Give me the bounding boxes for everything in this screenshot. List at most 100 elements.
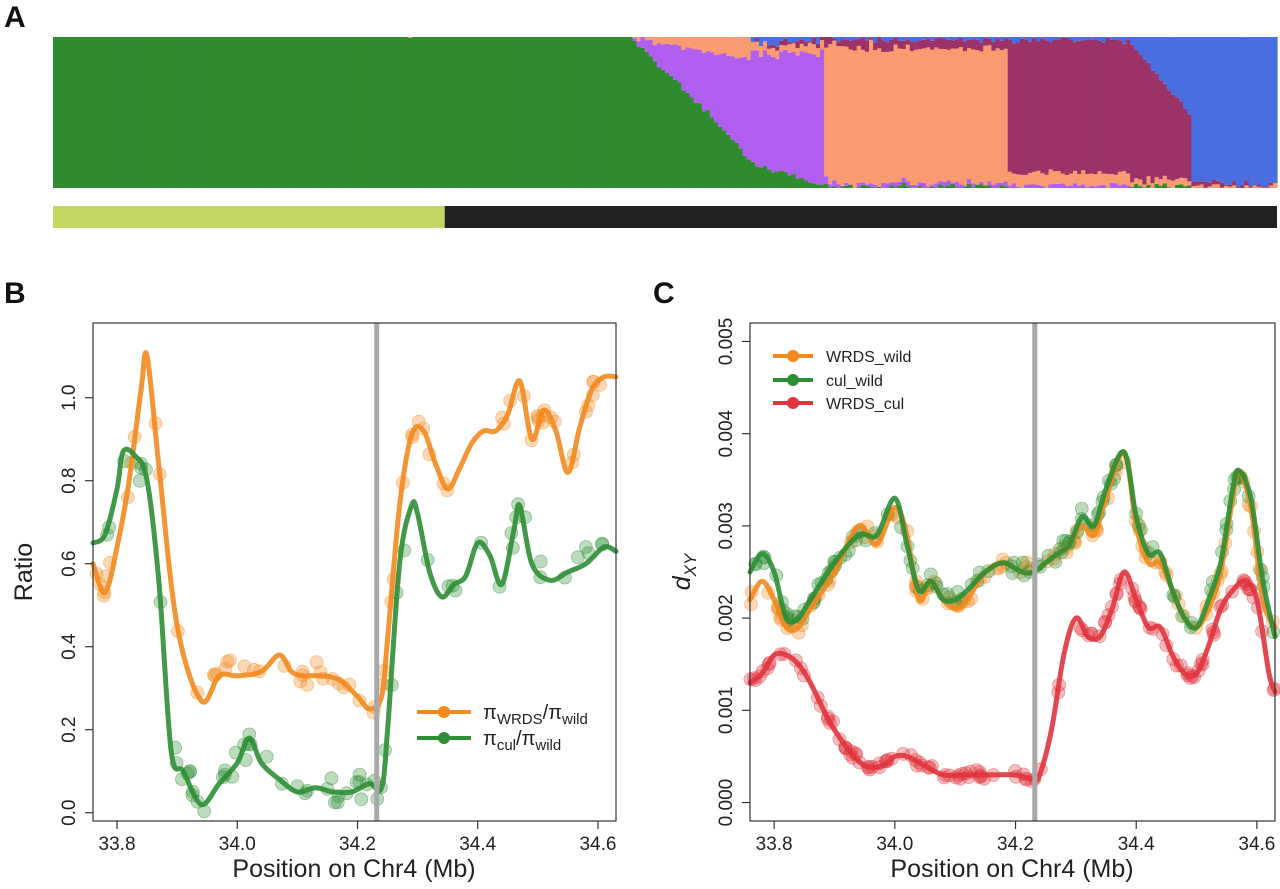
c-ytick-label: 0.001 <box>716 687 737 735</box>
ancestry-bar <box>1179 177 1184 185</box>
ancestry-bar <box>767 48 772 56</box>
ancestry-bar <box>1105 37 1111 38</box>
ancestry-bar <box>1187 185 1192 188</box>
ancestry-bar <box>1097 40 1103 172</box>
ancestry-bar <box>342 37 348 188</box>
ancestry-bar <box>791 43 797 52</box>
ancestry-bar <box>713 122 719 188</box>
ancestry-bar <box>660 69 666 188</box>
ancestry-bar <box>713 55 719 123</box>
ancestry-bar <box>644 40 650 52</box>
ancestry-bar <box>811 37 817 45</box>
ancestry-bar <box>310 37 315 188</box>
ancestry-bar <box>799 37 805 40</box>
ancestry-bar <box>1044 174 1050 188</box>
ancestry-bar <box>999 185 1005 188</box>
ancestry-bar <box>1003 48 1009 182</box>
ancestry-bar <box>1109 37 1115 40</box>
c-ytick-label: 0.000 <box>716 779 737 827</box>
ancestry-bar <box>228 37 234 188</box>
ancestry-bar <box>330 37 336 188</box>
ancestry-bar <box>1260 37 1266 187</box>
ancestry-bar <box>1117 40 1123 172</box>
ancestry-bar <box>1228 37 1233 185</box>
ancestry-bar <box>999 182 1005 186</box>
ancestry-bar <box>987 181 992 186</box>
b-y-axis: 0.0 0.2 0.4 0.6 0.8 1.0 <box>59 384 93 826</box>
ancestry-bar <box>1040 173 1046 186</box>
ancestry-bar <box>1089 37 1094 40</box>
ancestry-bar <box>179 37 185 188</box>
ancestry-bar <box>832 40 837 181</box>
ancestry-bar <box>1109 39 1115 174</box>
ancestry-bar <box>954 37 960 40</box>
ancestry-bar <box>1097 185 1103 188</box>
ancestry-bar <box>567 37 572 188</box>
ancestry-bar <box>65 37 70 188</box>
ancestry-bar <box>783 49 788 172</box>
ancestry-bar <box>367 37 372 188</box>
ancestry-bar <box>958 184 964 188</box>
ancestry-bar <box>673 79 678 188</box>
ancestry-bar <box>1158 37 1164 81</box>
ancestry-bar <box>787 42 793 45</box>
ancestry-bar <box>159 37 164 188</box>
ancestry-bar <box>897 182 903 186</box>
ancestry-bar <box>697 49 703 104</box>
ancestry-bar <box>285 37 291 188</box>
ancestry-bar <box>820 49 825 185</box>
ancestry-bar <box>828 37 833 45</box>
ancestry-bar <box>779 51 784 172</box>
ancestry-bar <box>1170 37 1176 95</box>
ancestry-bar <box>1146 176 1152 185</box>
b-point <box>324 771 339 786</box>
ancestry-bar <box>709 37 715 53</box>
ancestry-bar <box>803 52 809 181</box>
c-x-axis: 33.8 34.0 34.2 34.4 34.6 <box>756 821 1275 855</box>
ancestry-bar <box>1117 171 1123 186</box>
ancestry-bar <box>469 37 474 188</box>
ancestry-bar <box>656 43 662 68</box>
ancestry-bar <box>1056 37 1062 40</box>
ancestry-bar <box>709 117 715 188</box>
ancestry-bar <box>648 56 654 189</box>
ancestry-bar <box>913 49 919 185</box>
ancestry-bar <box>1036 41 1041 171</box>
ancestry-bar <box>942 181 948 187</box>
ancestry-bar <box>1146 37 1152 63</box>
ancestry-bar <box>97 37 103 188</box>
ancestry-bar <box>1073 41 1078 171</box>
ancestry-bar <box>832 186 837 188</box>
ancestry-bar <box>416 37 421 188</box>
ancestry-bar <box>1113 183 1119 188</box>
ancestry-bar <box>881 182 886 188</box>
ancestry-bar <box>750 42 756 51</box>
ancestry-bar <box>1048 37 1054 43</box>
ancestry-bar <box>1126 37 1131 40</box>
ancestry-bar <box>1036 37 1041 42</box>
ancestry-bar <box>991 37 997 42</box>
ancestry-bar <box>1121 37 1127 44</box>
b-legend-label-wrds: πWRDS/πwild <box>483 702 588 728</box>
ancestry-bar <box>758 167 764 188</box>
b-xtick-label: 34.0 <box>219 834 256 855</box>
ancestry-bar <box>640 47 646 188</box>
ancestry-bar <box>1007 185 1013 188</box>
ancestry-bar <box>1207 37 1213 183</box>
ancestry-bar <box>815 184 821 188</box>
ancestry-bar <box>142 37 148 188</box>
b-ytick-label: 0.2 <box>59 716 80 742</box>
ancestry-bar <box>746 37 752 60</box>
ancestry-bar <box>481 37 487 188</box>
ancestry-bar <box>428 37 434 188</box>
ancestry-bar <box>791 42 797 44</box>
ancestry-bar <box>897 37 903 41</box>
ancestry-bar <box>1007 37 1013 40</box>
ancestry-bar <box>979 51 984 182</box>
ancestry-bar <box>930 49 935 185</box>
ancestry-bar <box>799 39 805 44</box>
ancestry-bar <box>61 37 66 188</box>
ancestry-bar <box>628 37 633 188</box>
ancestry-bar <box>718 54 723 127</box>
c-legend-dot-wrds-cul <box>787 397 799 409</box>
